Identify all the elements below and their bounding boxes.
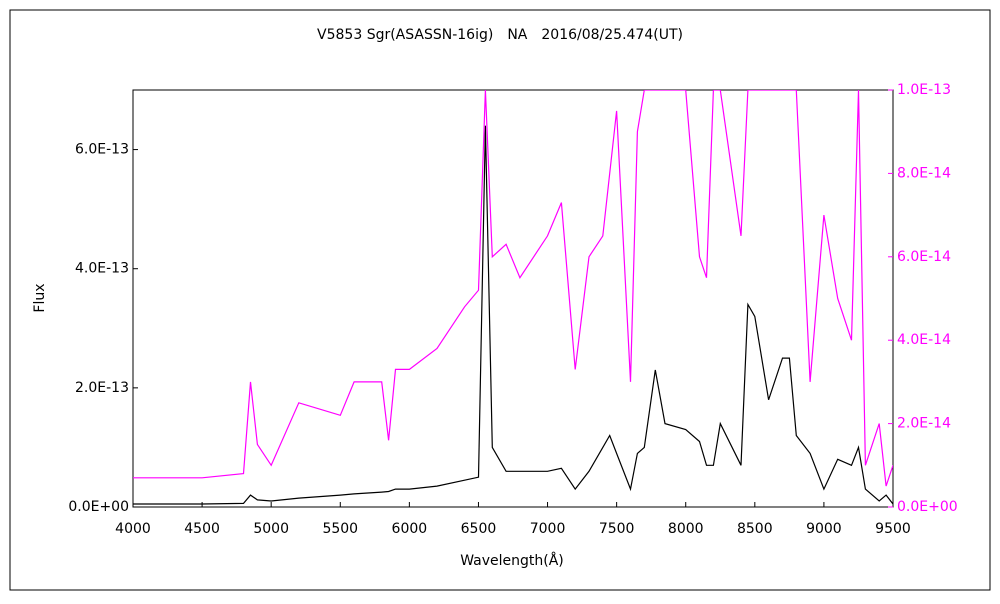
x-tick-label: 5000 bbox=[253, 521, 289, 537]
x-tick-label: 6000 bbox=[392, 521, 428, 537]
y2-tick-label: 0.0E+00 bbox=[897, 499, 958, 515]
y-tick-label: 0.0E+00 bbox=[68, 499, 129, 515]
x-tick-label: 4500 bbox=[184, 521, 220, 537]
x-tick-label: 8500 bbox=[737, 521, 773, 537]
x-tick-label: 9000 bbox=[806, 521, 842, 537]
series-line bbox=[133, 125, 893, 505]
y-tick-label: 2.0E-13 bbox=[75, 380, 129, 396]
plot-area bbox=[132, 89, 894, 508]
y2-tick-label: 4.0E-14 bbox=[897, 332, 951, 348]
series-line bbox=[133, 90, 893, 487]
y-tick-label: 4.0E-13 bbox=[75, 261, 129, 277]
x-tick-label: 7000 bbox=[530, 521, 566, 537]
y2-tick-label: 8.0E-14 bbox=[897, 165, 951, 181]
x-tick-label: 8000 bbox=[668, 521, 704, 537]
chart-title: V5853 Sgr(ASASSN-16ig) NA 2016/08/25.474… bbox=[317, 27, 683, 43]
y-tick-label: 6.0E-13 bbox=[75, 142, 129, 158]
y-axis-label: Flux bbox=[32, 283, 48, 312]
frame bbox=[9, 9, 991, 591]
x-axis-label: Wavelength(Å) bbox=[460, 552, 564, 569]
x-tick-label: 5500 bbox=[322, 521, 358, 537]
y2-tick-label: 1.0E-13 bbox=[897, 82, 951, 98]
x-tick-label: 9500 bbox=[875, 521, 911, 537]
x-tick-label: 4000 bbox=[115, 521, 151, 537]
x-tick-label: 7500 bbox=[599, 521, 635, 537]
y2-tick-label: 2.0E-14 bbox=[897, 416, 951, 432]
x-tick-label: 6500 bbox=[461, 521, 497, 537]
y2-tick-label: 6.0E-14 bbox=[897, 249, 951, 265]
